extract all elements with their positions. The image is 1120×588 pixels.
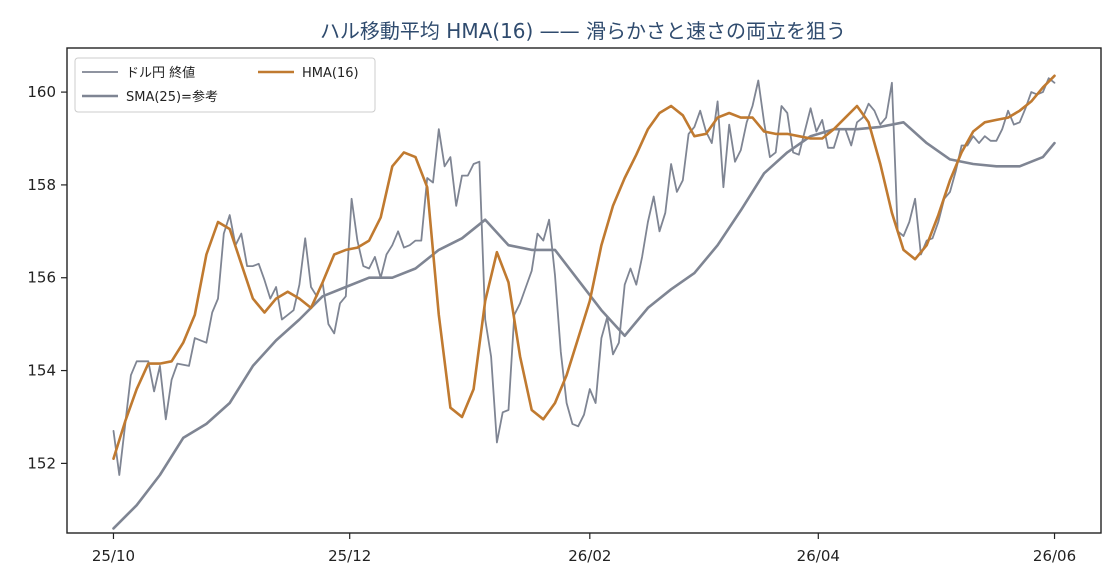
x-axis-ticks: 25/10 25/12 26/02 26/04 26/06 bbox=[92, 533, 1076, 565]
series-layer bbox=[112, 74, 1056, 530]
plot-frame bbox=[66, 47, 1102, 534]
x-tick-label: 25/12 bbox=[328, 547, 371, 565]
legend: ドル円 終値 SMA(25)=参考 HMA(16) bbox=[74, 57, 376, 113]
x-tick-label: 25/10 bbox=[92, 547, 135, 565]
y-tick-label: 152 bbox=[27, 454, 56, 472]
legend-box bbox=[74, 57, 376, 113]
series-line-2 bbox=[112, 74, 1056, 461]
x-tick-label: 26/06 bbox=[1033, 547, 1076, 565]
x-tick-label: 26/02 bbox=[568, 547, 611, 565]
legend-label-1: SMA(25)=参考 bbox=[126, 89, 218, 105]
y-tick-label: 156 bbox=[27, 269, 56, 287]
y-axis-ticks: 152 154 156 158 160 bbox=[27, 83, 67, 472]
y-tick-label: 154 bbox=[27, 362, 56, 380]
x-tick-label: 26/04 bbox=[797, 547, 840, 565]
chart-title: ハル移動平均 HMA(16) —— 滑らかさと速さの両立を狙う bbox=[320, 19, 846, 43]
legend-label-2: HMA(16) bbox=[302, 66, 359, 81]
y-tick-label: 158 bbox=[27, 176, 56, 194]
y-tick-label: 160 bbox=[27, 83, 56, 101]
series-line-0 bbox=[112, 77, 1056, 476]
legend-label-0: ドル円 終値 bbox=[126, 65, 195, 81]
